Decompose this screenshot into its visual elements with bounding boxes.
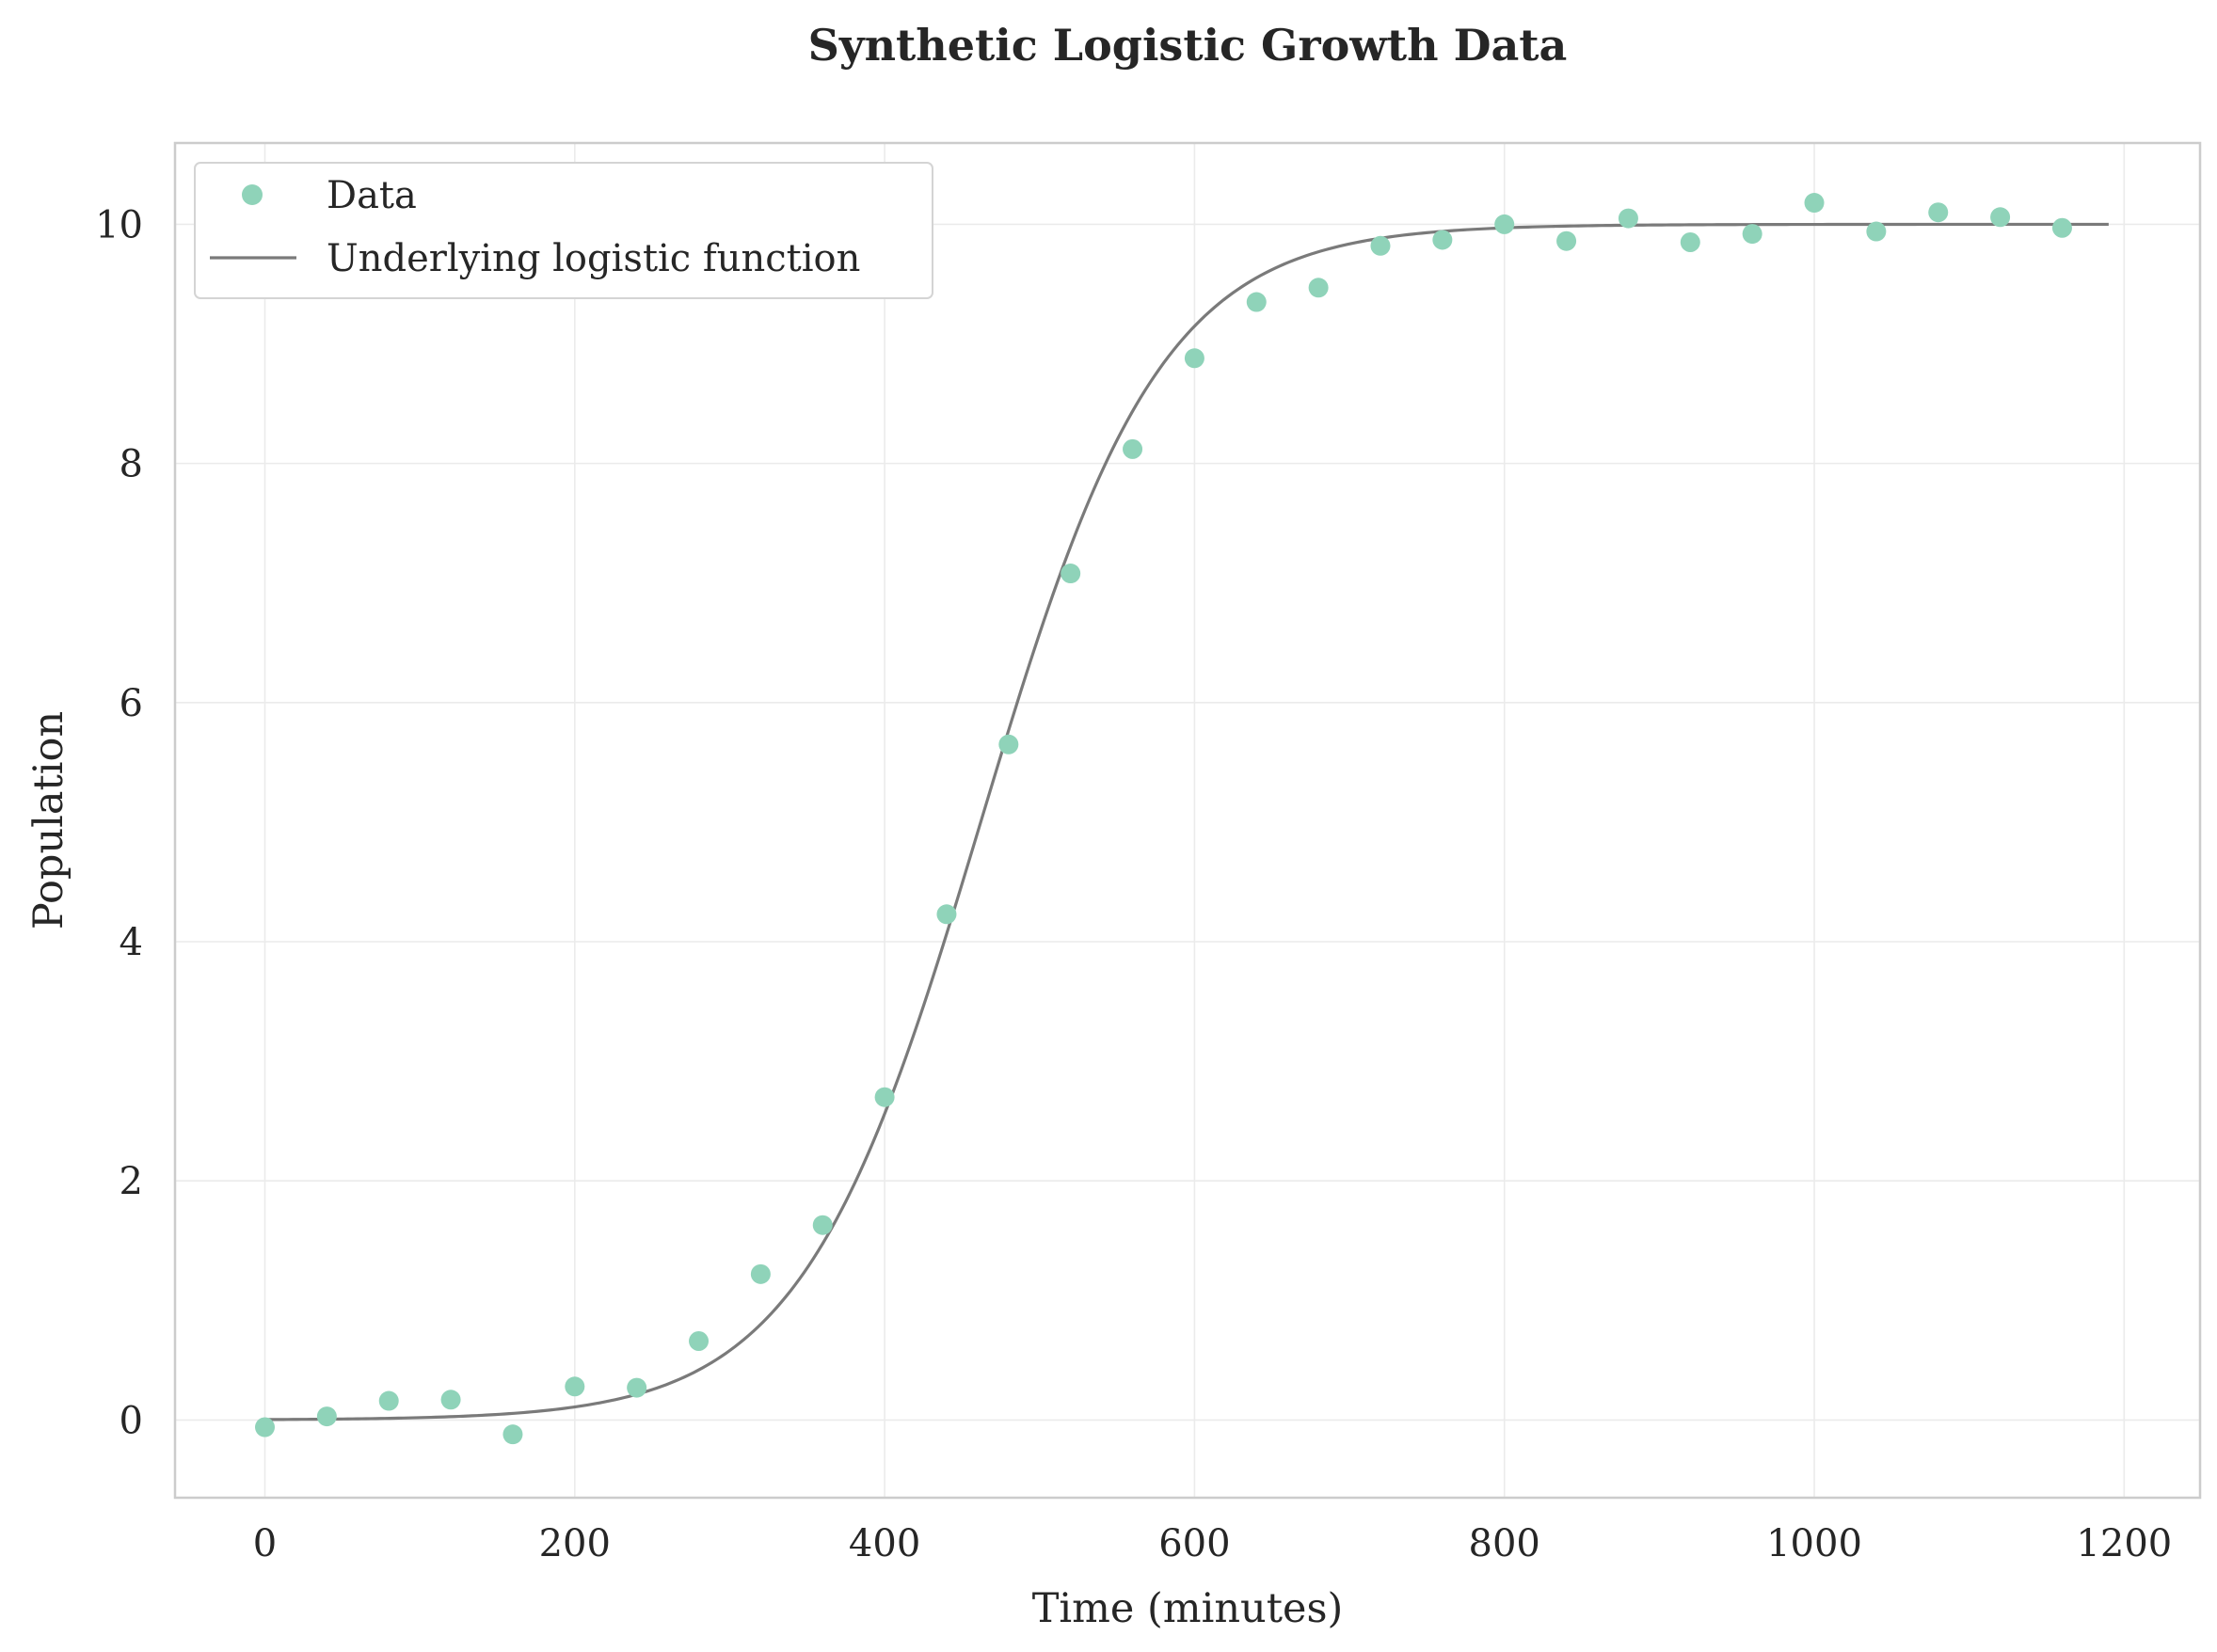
x-tick-label: 600 (1158, 1522, 1230, 1565)
y-axis-label: Population (25, 711, 72, 929)
data-point (1742, 224, 1762, 245)
legend-data-marker (242, 184, 263, 205)
data-point (316, 1406, 337, 1427)
data-point (1556, 230, 1577, 251)
y-tick-label: 2 (120, 1160, 143, 1203)
data-point (378, 1390, 399, 1411)
data-point (627, 1377, 647, 1398)
y-tick-label: 10 (95, 203, 143, 246)
data-point (1370, 235, 1391, 256)
data-point (1184, 348, 1204, 369)
data-point (440, 1390, 461, 1410)
legend: Data Underlying logistic function (194, 162, 933, 299)
x-tick-label: 0 (253, 1522, 277, 1565)
data-point (1308, 278, 1329, 298)
data-point (936, 904, 957, 925)
data-point (1866, 221, 1887, 242)
plot-area-frame (173, 141, 2202, 1500)
y-tick-label: 6 (120, 682, 143, 725)
grid-lines (175, 143, 2200, 1498)
x-tick-label: 1000 (1766, 1522, 1862, 1565)
data-point (689, 1331, 710, 1352)
data-point (1928, 202, 1949, 223)
data-point (1804, 193, 1825, 214)
legend-label-curve: Underlying logistic function (327, 237, 860, 280)
data-point (254, 1417, 275, 1438)
x-tick-label: 400 (849, 1522, 920, 1565)
x-axis-ticks: 0 200 400 600 800 1000 1200 (253, 1522, 2172, 1565)
logistic-curve-line (264, 222, 2109, 1422)
data-point (1990, 207, 2011, 228)
y-tick-label: 8 (120, 443, 143, 486)
data-point (1618, 208, 1638, 229)
data-point (874, 1087, 895, 1107)
y-axis-ticks: 0 2 4 6 8 10 (95, 203, 143, 1442)
data-point (998, 734, 1019, 755)
data-point (502, 1424, 523, 1445)
data-point (2051, 217, 2072, 238)
chart-title: Synthetic Logistic Growth Data (808, 20, 1568, 71)
data-point (750, 1263, 771, 1284)
data-point (1432, 230, 1453, 250)
x-tick-label: 200 (539, 1522, 611, 1565)
x-tick-label: 1200 (2076, 1522, 2172, 1565)
data-point (565, 1376, 585, 1397)
x-tick-label: 800 (1469, 1522, 1540, 1565)
data-point (812, 1215, 833, 1235)
y-tick-label: 0 (120, 1399, 143, 1442)
legend-box (194, 162, 933, 299)
data-point (1494, 214, 1515, 234)
y-tick-label: 4 (120, 921, 143, 964)
data-point (1680, 231, 1700, 252)
legend-label-data: Data (327, 174, 417, 217)
data-point (1246, 292, 1267, 312)
data-point (1123, 438, 1143, 459)
data-points (254, 193, 2072, 1445)
data-point (1061, 564, 1081, 584)
x-axis-label: Time (minutes) (1032, 1585, 1344, 1632)
